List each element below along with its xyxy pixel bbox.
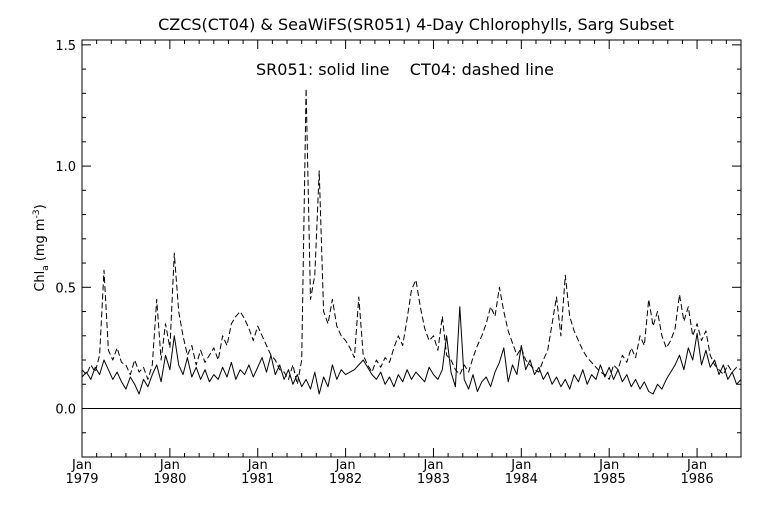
y-tick-label: 1.5 bbox=[55, 39, 76, 54]
axes-layer: 0.00.51.01.5Jan1979Jan1980Jan1981Jan1982… bbox=[55, 39, 742, 487]
x-tick-year-label: 1985 bbox=[593, 472, 626, 487]
x-tick-month-label: Jan bbox=[71, 458, 92, 473]
x-tick-month-label: Jan bbox=[686, 458, 707, 473]
x-tick-month-label: Jan bbox=[422, 458, 443, 473]
x-tick-year-label: 1980 bbox=[153, 472, 186, 487]
x-tick-month-label: Jan bbox=[159, 458, 180, 473]
sr051-solid-series-line bbox=[81, 306, 742, 395]
x-tick-year-label: 1983 bbox=[417, 472, 450, 487]
x-tick-year-label: 1986 bbox=[681, 472, 714, 487]
x-tick-month-label: Jan bbox=[335, 458, 356, 473]
y-axis-label-subscript: a bbox=[41, 265, 51, 271]
x-tick-year-label: 1984 bbox=[505, 472, 538, 487]
x-tick-year-label: 1981 bbox=[241, 472, 274, 487]
y-axis-label-units: (mg m bbox=[33, 218, 48, 261]
legend-annotation: SR051: solid line CT04: dashed line bbox=[256, 60, 554, 79]
x-tick-month-label: Jan bbox=[598, 458, 619, 473]
series-layer bbox=[81, 88, 742, 395]
y-tick-label: 0.5 bbox=[55, 281, 76, 296]
y-tick-label: 1.0 bbox=[55, 160, 76, 175]
y-tick-label: 0.0 bbox=[55, 403, 76, 418]
x-tick-month-label: Jan bbox=[247, 458, 268, 473]
x-tick-year-label: 1982 bbox=[329, 472, 362, 487]
y-axis-label-superscript: -3 bbox=[32, 209, 42, 218]
ct04-dashed-series-line bbox=[81, 88, 742, 385]
plot-frame bbox=[81, 39, 742, 458]
y-axis-label: Chla (mg m-3) bbox=[32, 204, 51, 291]
y-axis-label-main: Chl bbox=[33, 271, 48, 292]
chart-title: CZCS(CT04) & SeaWiFS(SR051) 4-Day Chloro… bbox=[158, 15, 674, 34]
x-tick-year-label: 1979 bbox=[65, 472, 98, 487]
x-tick-month-label: Jan bbox=[510, 458, 531, 473]
y-axis-label-close: ) bbox=[33, 204, 48, 209]
